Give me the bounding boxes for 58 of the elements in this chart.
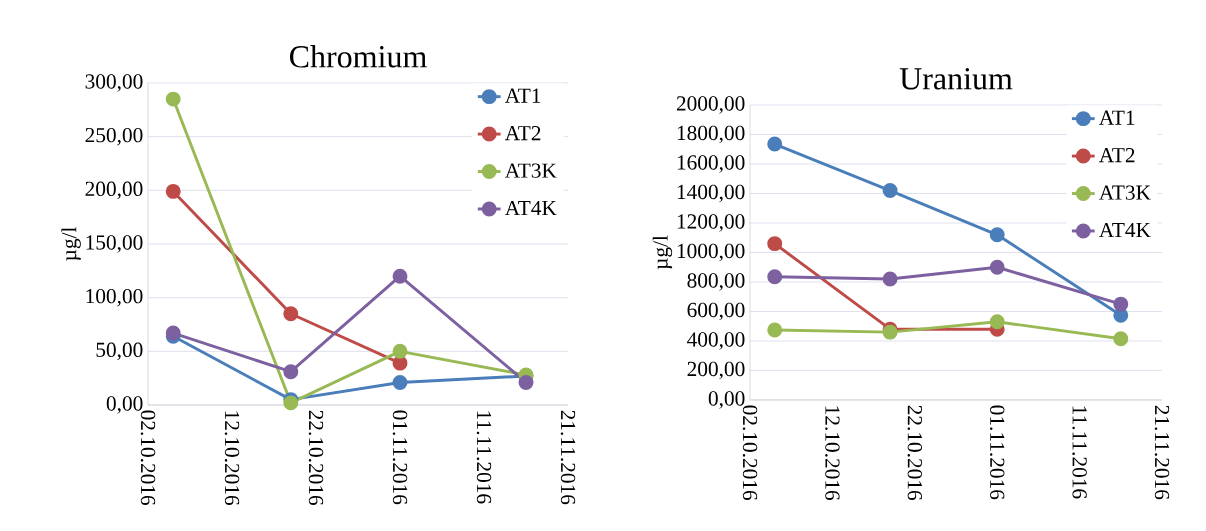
point [767,236,783,252]
y-tick-label: 800,00 [687,273,745,291]
point [392,343,408,359]
y-tick-label: 600,00 [687,302,745,321]
point [989,314,1005,330]
point [767,269,783,285]
y-tick-label: 250,00 [85,127,143,146]
point [767,322,783,338]
x-tick-label: 12.10.2016 [224,411,240,506]
y-tick-label: 100,00 [86,288,143,307]
x-tick-label: 21.11.2016 [1154,405,1170,500]
y-tick-label: 1400,00 [677,184,745,203]
x-tick-label: 11.11.2016 [1072,406,1087,499]
y-tick-label: 150,00 [86,235,143,253]
point [283,306,299,322]
y-tick-label: 1800,00 [677,125,745,144]
y-tick-label: 1600,00 [677,155,745,173]
point [882,183,898,199]
x-tick-label: 21.11.2016 [560,410,576,505]
legend-label: AT4K [1099,222,1151,238]
point [989,259,1005,275]
legend-label: AT3K [1099,185,1151,200]
x-tick-label: 12.10.2016 [825,406,840,501]
point [165,91,181,107]
point [1113,296,1129,312]
point [767,136,783,152]
legend-label: AT1 [1099,110,1135,125]
y-tick-label: 400,00 [687,332,745,350]
point [392,268,408,284]
y-tick-label: 1200,00 [677,214,745,232]
legend-label: AT2 [1099,148,1135,163]
point [989,227,1005,243]
y-axis-title: µg/l [652,235,673,270]
legend-label: AT3K [504,163,557,178]
point [882,271,898,287]
legend-label: AT1 [504,88,541,103]
y-tick-label: 300,00 [85,74,143,92]
x-tick-label: 22.10.2016 [308,410,324,506]
point [392,355,408,371]
y-tick-label: 200,00 [85,181,143,200]
point [283,364,299,380]
point [1113,331,1129,347]
chart-title: Chromium [289,45,427,68]
point [165,183,181,199]
point [518,374,534,390]
y-tick-label: 1000,00 [677,243,745,262]
legend-label: AT4K [504,200,557,216]
point [392,374,408,390]
legend-label: AT2 [504,126,541,141]
x-tick-label: 01.11.2016 [989,405,1005,500]
y-tick-label: 50,00 [96,342,143,361]
y-tick-label: 2000,00 [676,96,745,114]
y-axis-title: µg/l [61,227,81,261]
y-tick-label: 200,00 [687,361,745,380]
x-tick-label: 01.11.2016 [392,410,408,505]
x-tick-label: 22.10.2016 [907,405,923,501]
x-tick-label: 11.11.2016 [476,411,492,504]
chart-title: Uranium [899,68,1013,90]
